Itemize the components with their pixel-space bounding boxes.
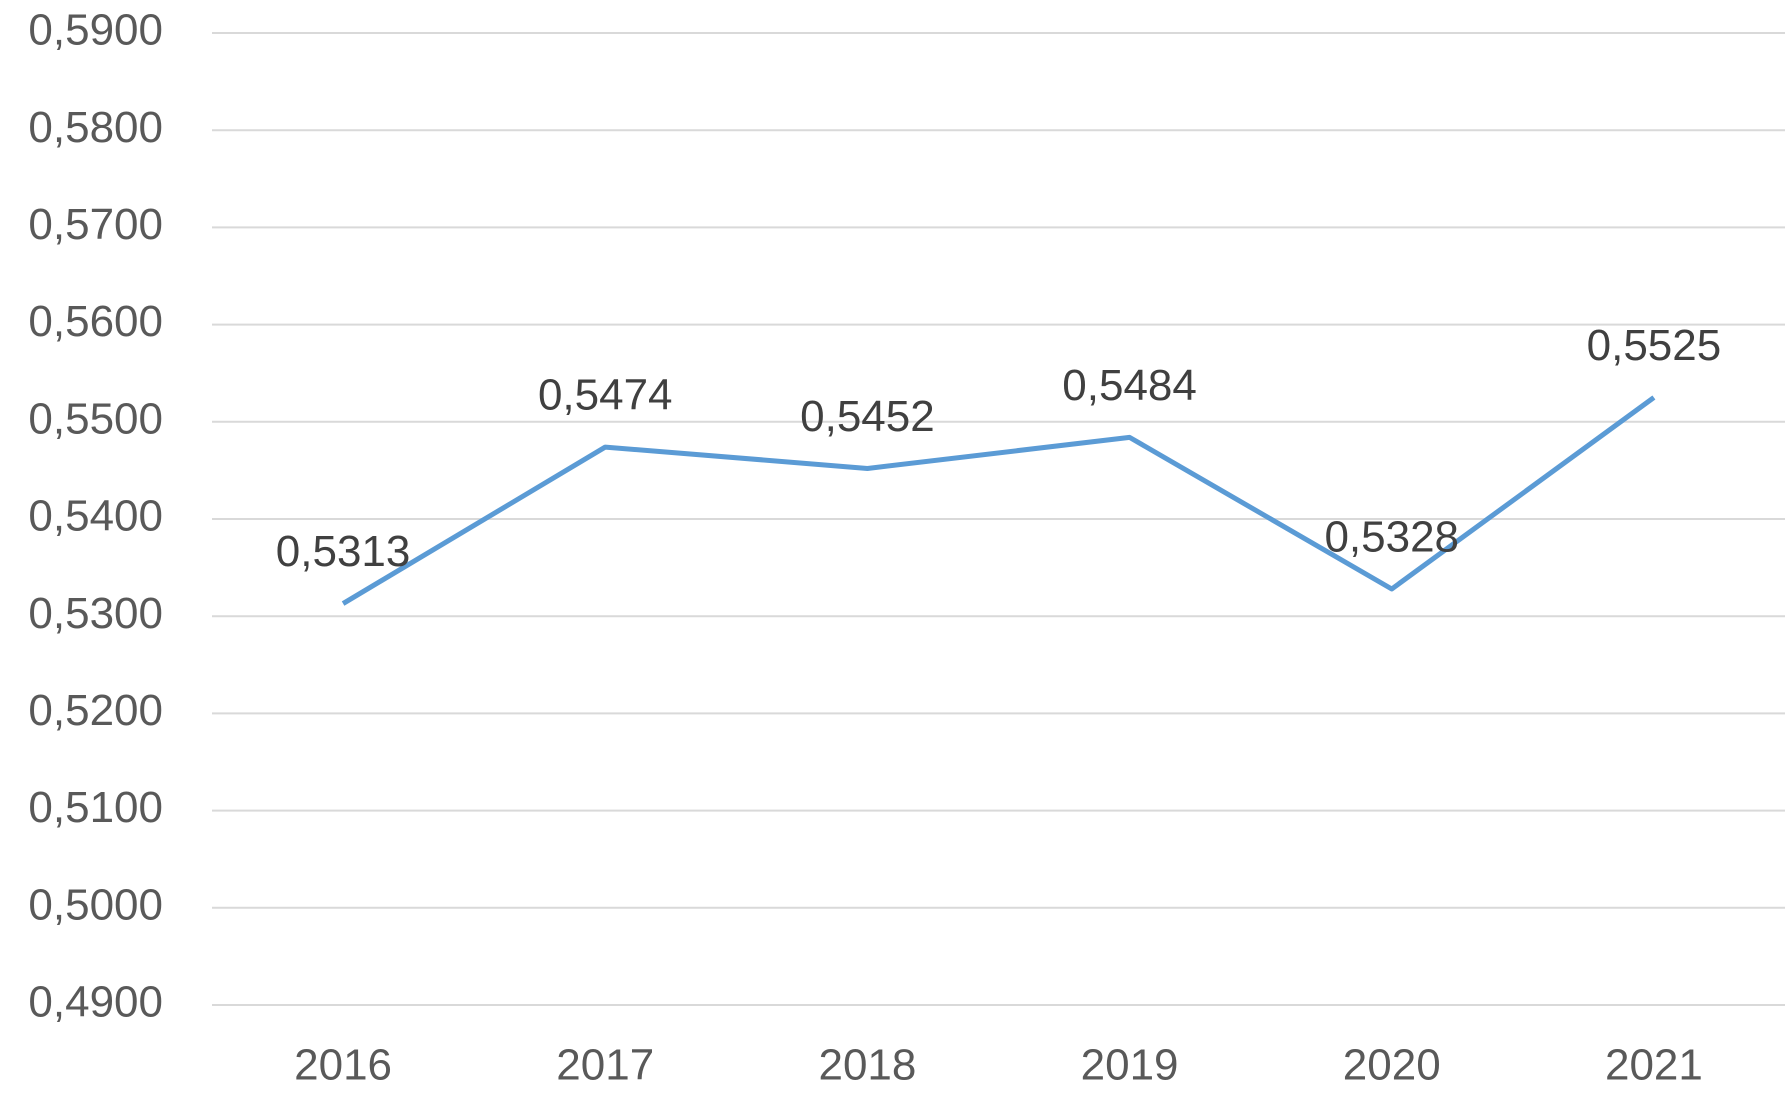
series-line xyxy=(341,395,1656,606)
x-tick-label: 2021 xyxy=(1605,1041,1703,1090)
y-tick-label: 0,5300 xyxy=(28,589,163,638)
x-tick-label: 2019 xyxy=(1081,1041,1179,1090)
x-tick-label: 2016 xyxy=(294,1041,392,1090)
data-label: 0,5525 xyxy=(1587,321,1722,370)
y-tick-label: 0,5200 xyxy=(28,686,163,735)
y-tick-label: 0,5500 xyxy=(28,394,163,443)
y-tick-label: 0,5100 xyxy=(28,783,163,832)
y-tick-label: 0,5900 xyxy=(28,6,163,55)
data-label: 0,5474 xyxy=(538,371,673,420)
y-tick-label: 0,5800 xyxy=(28,103,163,152)
x-tick-label: 2020 xyxy=(1343,1041,1441,1090)
x-tick-label: 2017 xyxy=(556,1041,654,1090)
x-tick-label: 2018 xyxy=(818,1041,916,1090)
data-label: 0,5484 xyxy=(1062,361,1197,410)
data-label: 0,5452 xyxy=(800,392,935,441)
y-tick-label: 0,5700 xyxy=(28,200,163,249)
y-tick-label: 0,5600 xyxy=(28,297,163,346)
y-tick-label: 0,4900 xyxy=(28,978,163,1027)
y-tick-label: 0,5000 xyxy=(28,880,163,929)
data-label: 0,5328 xyxy=(1324,513,1459,562)
data-label: 0,5313 xyxy=(276,527,411,576)
y-tick-label: 0,5400 xyxy=(28,492,163,541)
